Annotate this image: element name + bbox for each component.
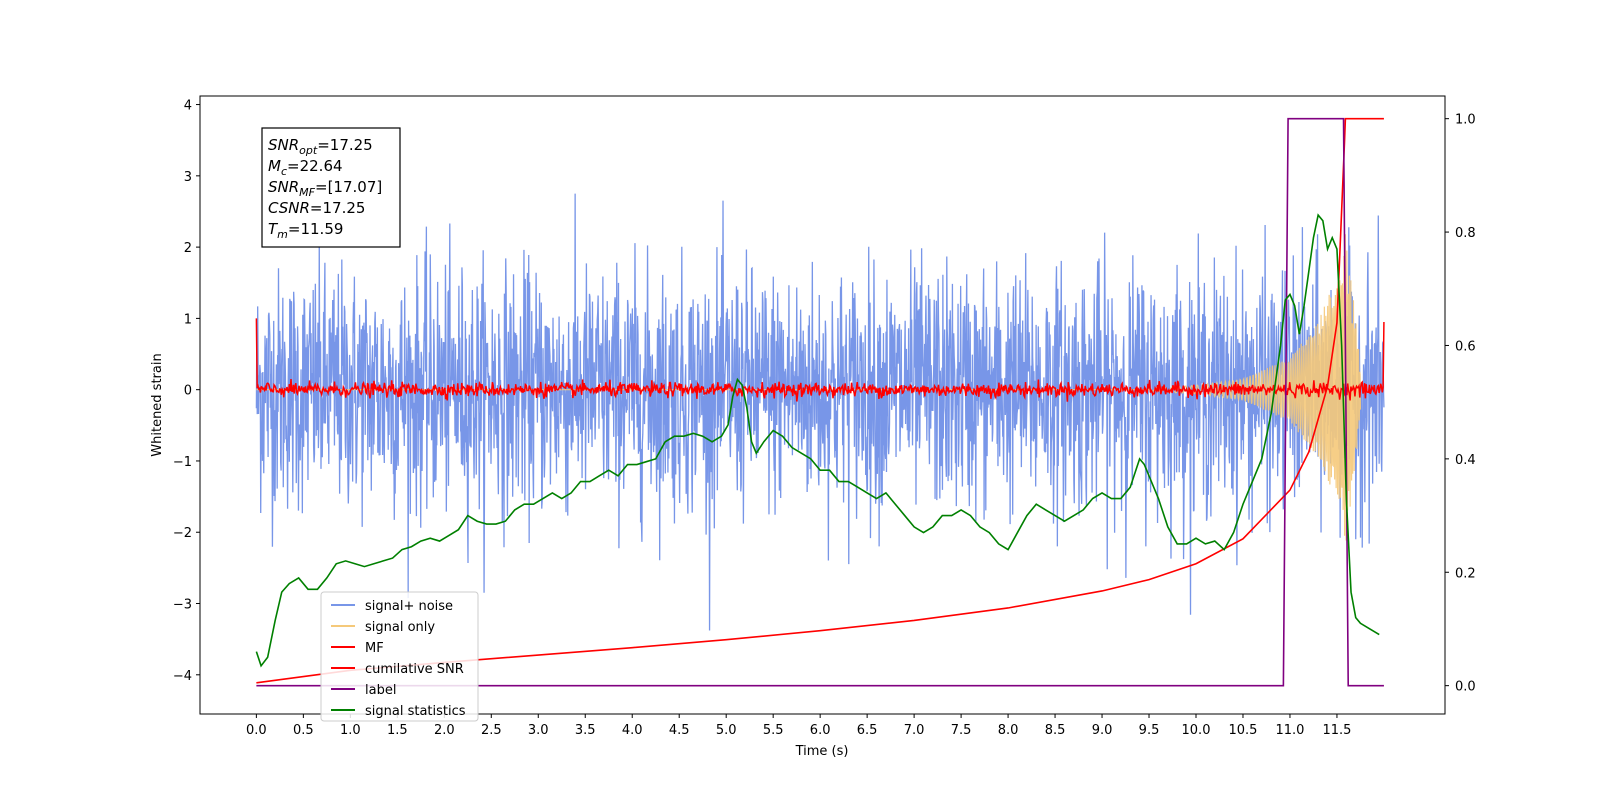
y-axis-right-ticks: 1.0 0.8 0.6 0.4 0.2 0.0 xyxy=(1445,113,1476,695)
legend-label: signal statistics xyxy=(365,704,466,719)
annotation-line: SNRMF=[17.07] xyxy=(268,178,382,199)
x-tick-label: 8.0 xyxy=(998,723,1019,738)
legend-label: signal only xyxy=(365,620,435,635)
y-right-tick-label: 0.6 xyxy=(1455,339,1476,354)
legend-label: label xyxy=(365,683,396,698)
x-tick-label: 7.0 xyxy=(904,723,925,738)
x-tick-label: 1.0 xyxy=(340,723,361,738)
legend-label: signal+ noise xyxy=(365,599,453,614)
x-tick-label: 9.5 xyxy=(1139,723,1160,738)
x-tick-label: 4.0 xyxy=(622,723,643,738)
x-tick-label: 6.5 xyxy=(857,723,878,738)
y-left-tick-label: −2 xyxy=(173,526,192,541)
x-tick-label: 10.5 xyxy=(1229,723,1258,738)
x-tick-label: 11.0 xyxy=(1275,723,1304,738)
x-tick-label: 9.0 xyxy=(1092,723,1113,738)
x-tick-label: 5.5 xyxy=(763,723,784,738)
x-tick-label: 3.0 xyxy=(528,723,549,738)
series-mf-line xyxy=(255,318,1385,402)
annotation-box: SNRopt=17.25Mc=22.64SNRMF=[17.07]CSNR=17… xyxy=(261,127,401,248)
annotation-line: Mc=22.64 xyxy=(268,157,343,178)
series-cumulative-snr-line xyxy=(256,117,1384,684)
y-left-tick-label: 0 xyxy=(184,384,192,399)
legend: signal+ noise signal only MF cumilative SNR… xyxy=(320,591,479,722)
x-tick-label: 0.0 xyxy=(246,723,267,738)
annotation-line: Tm=11.59 xyxy=(268,220,343,241)
x-tick-label: 5.0 xyxy=(716,723,737,738)
y-left-tick-label: 4 xyxy=(184,99,192,114)
x-tick-label: 1.5 xyxy=(387,723,408,738)
y-left-tick-label: −3 xyxy=(173,598,192,613)
annotation-line: SNRopt=17.25 xyxy=(268,136,373,157)
y-right-tick-label: 1.0 xyxy=(1455,113,1476,128)
x-tick-label: 7.5 xyxy=(951,723,972,738)
x-tick-label: 8.5 xyxy=(1045,723,1066,738)
y-right-tick-label: 0.2 xyxy=(1455,566,1476,581)
annotation-line: CSNR=17.25 xyxy=(268,199,365,217)
legend-frame xyxy=(320,591,479,722)
y-right-tick-label: 0.0 xyxy=(1455,680,1476,695)
y-left-tick-label: 1 xyxy=(184,312,192,327)
y-right-tick-label: 0.8 xyxy=(1455,226,1476,241)
x-tick-label: 6.0 xyxy=(810,723,831,738)
y-left-tick-label: −4 xyxy=(173,669,192,684)
y-axis-left-ticks: 4 3 2 1 0 −1 −2 −3 −4 xyxy=(173,99,200,684)
plot-area xyxy=(255,117,1385,687)
annotation-frame xyxy=(261,127,401,248)
x-tick-label: 2.5 xyxy=(481,723,502,738)
legend-label: cumilative SNR xyxy=(365,662,464,677)
y-left-tick-label: −1 xyxy=(173,455,192,470)
y-axis-label: Whitened strain xyxy=(150,353,165,456)
x-tick-label: 11.5 xyxy=(1322,723,1351,738)
x-axis-label: Time (s) xyxy=(795,744,849,759)
series-signal-statistics-line xyxy=(255,213,1380,668)
x-tick-label: 4.5 xyxy=(669,723,690,738)
x-axis-ticks: 0.0 0.5 1.0 1.5 2.0 2.5 3.0 3.5 4.0 4.5 5.0 5.5 6.0 6… xyxy=(246,714,1351,738)
y-left-tick-label: 3 xyxy=(184,170,192,185)
x-tick-label: 2.0 xyxy=(434,723,455,738)
x-tick-label: 3.5 xyxy=(575,723,596,738)
y-left-tick-label: 2 xyxy=(184,241,192,256)
series-label-line xyxy=(256,117,1384,687)
x-tick-label: 10.0 xyxy=(1182,723,1211,738)
y-right-tick-label: 0.4 xyxy=(1455,453,1476,468)
series-signal-noise-line xyxy=(255,193,1385,631)
x-tick-label: 0.5 xyxy=(293,723,314,738)
legend-label: MF xyxy=(365,641,384,656)
axes-frame xyxy=(199,95,1446,715)
